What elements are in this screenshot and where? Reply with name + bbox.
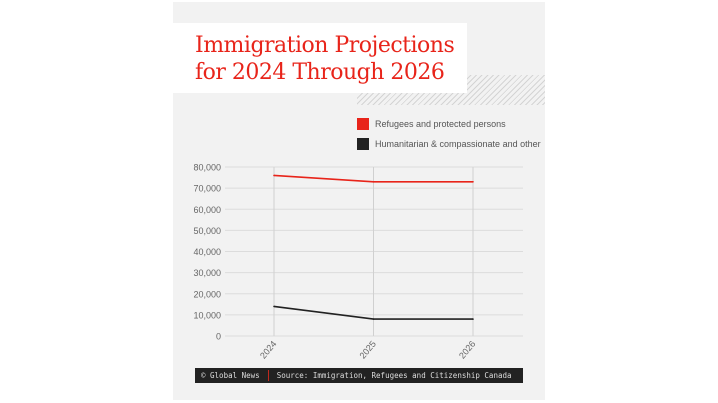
- title-box: Immigration Projections for 2024 Through …: [173, 23, 467, 93]
- footer: © Global News Source: Immigration, Refuge…: [195, 368, 523, 383]
- credit: © Global News: [201, 371, 260, 380]
- data-point: [273, 305, 275, 308]
- legend-item-humanitarian: Humanitarian & compassionate and other: [357, 138, 541, 150]
- y-tick-label: 30,000: [193, 268, 221, 278]
- legend-swatch: [357, 138, 369, 150]
- data-point: [472, 180, 474, 183]
- line-chart: 0 10,000 20,000 30,000 40,000 50,000 60,000 70,…: [193, 163, 523, 361]
- data-point: [372, 180, 375, 183]
- y-tick-label: 10,000: [193, 310, 221, 320]
- data-point: [273, 174, 275, 177]
- y-tick-label: 40,000: [193, 247, 221, 257]
- x-tick-label: 2025: [357, 339, 378, 361]
- y-tick-label: 20,000: [193, 289, 221, 299]
- legend-label: Humanitarian & compassionate and other: [375, 139, 541, 149]
- divider: [267, 370, 269, 381]
- y-tick-label: 60,000: [193, 205, 221, 215]
- legend-label: Refugees and protected persons: [375, 119, 506, 129]
- x-tick-label: 2024: [258, 339, 279, 361]
- data-point: [372, 318, 375, 320]
- legend-item-refugees: Refugees and protected persons: [357, 118, 506, 130]
- source: Source: Immigration, Refugees and Citize…: [276, 371, 512, 380]
- legend-swatch: [357, 118, 369, 130]
- title-line-2: for 2024 Through 2026: [195, 60, 445, 85]
- x-tick-label: 2026: [457, 339, 478, 361]
- chart-title: Immigration Projections for 2024 Through …: [195, 32, 455, 86]
- data-point: [472, 318, 474, 320]
- y-tick-label: 0: [216, 332, 221, 342]
- y-tick-label: 50,000: [193, 226, 221, 236]
- title-line-1: Immigration Projections: [195, 33, 455, 58]
- y-tick-label: 70,000: [193, 184, 221, 194]
- y-tick-label: 80,000: [193, 163, 221, 173]
